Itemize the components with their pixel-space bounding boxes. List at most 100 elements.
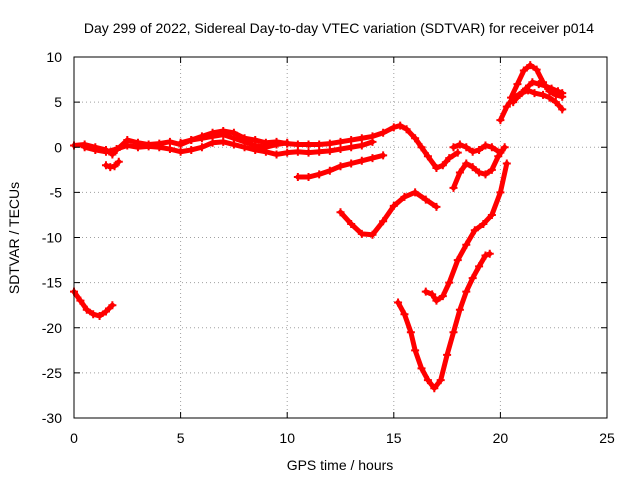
series-arc-11 [449,140,505,157]
data-point [368,230,377,239]
data-point [165,145,174,154]
data-point [528,78,537,87]
data-point [304,173,313,182]
y-tick-label: -25 [42,365,62,381]
y-tick-label: 0 [54,139,62,155]
data-point [500,143,509,152]
data-point [438,161,447,170]
data-point [449,143,458,152]
data-point [101,147,110,156]
data-point [481,251,490,260]
data-point [112,145,121,154]
data-point [261,143,270,152]
data-point [468,163,477,172]
series-arc-14 [509,78,567,107]
series-trail [423,160,510,304]
data-point [336,208,345,217]
data-point [347,143,356,152]
series-arc-4 [176,130,292,152]
data-point [336,137,345,146]
series-arc-6 [293,151,388,182]
data-point [430,384,439,393]
data-point [558,89,567,98]
data-point [453,148,462,157]
plot-frame [73,56,608,419]
data-point [475,145,484,154]
series-arc-10 [449,143,509,192]
data-point [479,219,488,228]
y-tick-label: 5 [54,94,62,110]
data-point [304,148,313,157]
data-point [502,159,511,168]
data-point [532,65,541,74]
data-point [507,93,516,102]
data-point [496,148,505,157]
series-trail [395,251,493,391]
data-point [496,188,505,197]
data-point [547,84,556,93]
x-tick-label: 5 [177,430,185,446]
data-point [496,116,505,125]
data-point [558,105,567,114]
data-point [417,364,426,373]
data-point [487,143,496,152]
data-point [443,350,452,359]
data-point [462,159,471,168]
data-point [336,145,345,154]
data-point [449,328,458,337]
data-point [176,138,185,147]
data-point [455,168,464,177]
data-point [389,201,398,210]
data-point [315,140,324,149]
series-trail [338,189,439,238]
data-point [76,296,85,305]
data-point [325,139,334,148]
data-point [187,136,196,145]
series-arc-8 [394,249,494,393]
y-tick-label: 10 [46,49,62,65]
data-point [379,128,388,137]
data-point [219,130,228,139]
data-point [534,80,543,89]
data-point [283,148,292,157]
data-point [347,219,356,228]
data-point [436,376,445,385]
data-point [411,134,420,143]
y-axis-label: SDTVAR / TECUs [6,182,22,294]
data-point [272,140,281,149]
series-arc-1 [70,287,117,321]
x-tick-label: 15 [386,430,402,446]
data-point [475,262,484,271]
data-point [325,146,334,155]
data-point [462,143,471,152]
series-trail [82,139,375,157]
data-point [462,240,471,249]
data-point [423,376,432,385]
data-point [229,134,238,143]
data-point [470,226,479,235]
data-point [502,102,511,111]
data-point [515,90,524,99]
data-point [368,137,377,146]
grid [74,57,607,418]
data-point [293,147,302,156]
data-point [394,298,403,307]
data-point [487,165,496,174]
data-point [526,61,535,70]
data-point [315,147,324,156]
data-point [453,256,462,265]
data-point [400,310,409,319]
data-point [197,143,206,152]
x-tick-label: 25 [599,430,615,446]
data-point [101,161,110,170]
data-point [406,328,415,337]
data-points [70,61,567,393]
series-arc-7 [336,188,441,239]
data-point [251,141,260,150]
data-point [133,143,142,152]
data-point [357,156,366,165]
data-point [80,143,89,152]
data-point [144,142,153,151]
series-arc-5 [101,157,123,172]
